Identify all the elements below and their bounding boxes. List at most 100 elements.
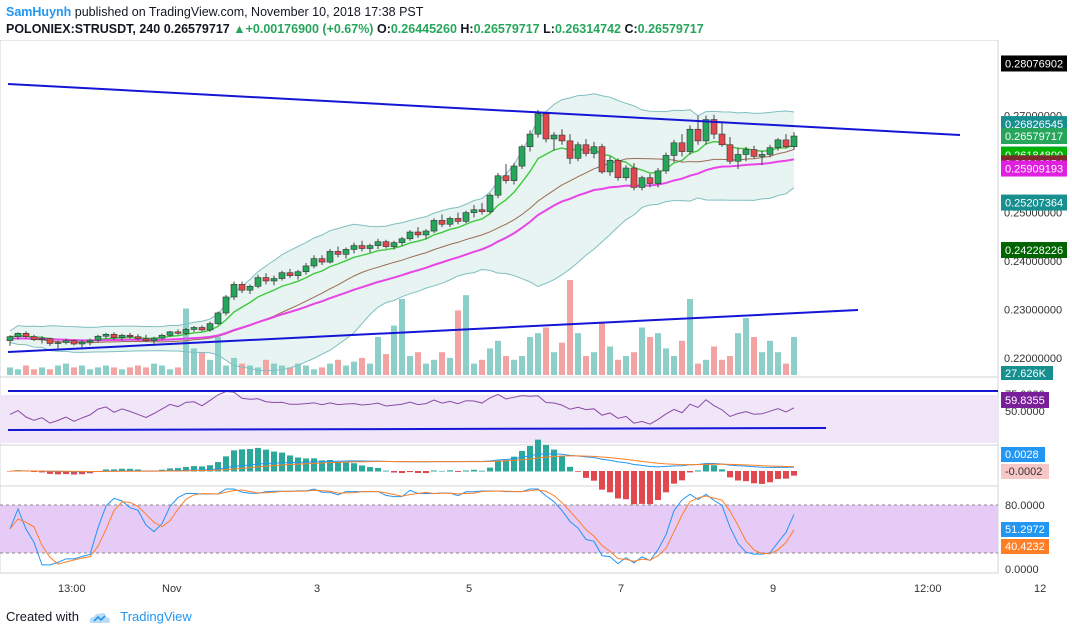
- volume-bar: [759, 352, 765, 375]
- volume-bar: [191, 348, 197, 375]
- macd-histogram-bar: [519, 450, 525, 472]
- candle-body: [30, 336, 38, 340]
- macd-histogram-bar: [623, 471, 629, 500]
- candle-body: [230, 284, 238, 298]
- chart-canvas[interactable]: 0.280769020.270000000.260000000.25000000…: [0, 40, 1072, 605]
- macd-histogram-bar: [375, 467, 381, 472]
- volume-bar: [375, 337, 381, 375]
- macd-histogram-bar: [455, 471, 461, 472]
- candle-body: [414, 231, 422, 236]
- macd-histogram-bar: [695, 470, 701, 472]
- volume-bar: [607, 346, 613, 375]
- price-tick-label: 0.22000000: [1004, 353, 1062, 365]
- rsi-marker: [1001, 392, 1049, 408]
- macd-histogram-bar: [511, 456, 517, 472]
- macd-histogram-bar: [671, 471, 677, 484]
- candle-body: [422, 230, 430, 236]
- macd-histogram-bar: [767, 471, 773, 483]
- quote-line: POLONIEX:STRUSDT, 240 0.26579717 ▲+0.001…: [6, 21, 704, 38]
- macd-histogram-bar: [255, 447, 261, 472]
- volume-bar: [55, 365, 61, 375]
- macd-histogram-bar: [583, 471, 589, 478]
- volume-bar: [623, 356, 629, 375]
- volume-bar: [679, 340, 685, 375]
- candle-body: [590, 146, 598, 154]
- volume-bar: [559, 342, 565, 375]
- candle-body: [670, 142, 678, 156]
- volume-bar: [487, 348, 493, 375]
- candle-body: [654, 170, 662, 184]
- candle-body: [510, 165, 518, 181]
- volume-bar: [567, 280, 573, 375]
- candles: [6, 109, 798, 349]
- candle-body: [486, 194, 494, 212]
- volume-bar: [431, 359, 437, 375]
- macd-histogram-bar: [415, 471, 421, 473]
- price-marker-label: 0.28076902: [1005, 58, 1063, 70]
- volume-bar: [223, 365, 229, 375]
- publish-header: SamHuynh published on TradingView.com, N…: [6, 4, 423, 21]
- bollinger-lower-line: [9, 187, 795, 372]
- macd-signal-marker-label: -0.0002: [1005, 466, 1042, 478]
- macd-histogram-bar: [727, 471, 733, 478]
- candle-body: [358, 245, 366, 249]
- macd-histogram-bar: [447, 470, 453, 472]
- macd-histogram-bar: [79, 471, 85, 475]
- volume-bar: [303, 365, 309, 375]
- volume-bar: [711, 346, 717, 375]
- stoch-tick-label: 80.0000: [1005, 500, 1045, 512]
- macd-histogram-bar: [471, 469, 477, 472]
- high-label: H:: [460, 22, 474, 36]
- candle-body: [646, 177, 654, 184]
- macd-histogram-bar: [759, 471, 765, 484]
- macd-histogram-bar: [279, 452, 285, 472]
- stoch-k-marker: [1001, 522, 1049, 537]
- volume-bar: [735, 333, 741, 375]
- support-trendline: [7, 309, 859, 353]
- candle-body: [246, 285, 254, 291]
- volume-bar: [479, 359, 485, 375]
- time-tick-label: 3: [314, 583, 320, 595]
- volume-bar: [447, 357, 453, 375]
- candle-body: [310, 258, 318, 267]
- macd-histogram-bar: [599, 471, 605, 490]
- candle-body: [190, 327, 198, 330]
- macd-histogram-bar: [311, 458, 317, 472]
- macd-histogram-bar: [55, 471, 61, 475]
- macd-histogram-bar: [495, 461, 501, 472]
- candle-body: [662, 155, 670, 172]
- macd-histogram-bar: [71, 471, 77, 475]
- low-value: 0.26314742: [554, 22, 621, 36]
- volume-bar: [423, 363, 429, 375]
- volume-bar: [551, 352, 557, 375]
- macd-histogram-bar: [319, 460, 325, 472]
- volume-bar: [351, 361, 357, 375]
- macd-histogram-bar: [231, 450, 237, 472]
- candle-body: [318, 258, 326, 263]
- candle-body: [158, 334, 166, 339]
- volume-bar: [527, 337, 533, 375]
- candle-body: [598, 146, 606, 173]
- low-label: L:: [543, 22, 555, 36]
- volume-bar: [543, 327, 549, 375]
- time-tick-label: 12:00: [914, 583, 942, 595]
- volume-bar: [47, 369, 53, 375]
- macd-marker-label: 0.0028: [1005, 449, 1039, 461]
- price-marker: [1001, 55, 1067, 72]
- volume-bar: [175, 367, 181, 375]
- volume-bar: [615, 359, 621, 375]
- rsi-line: [9, 390, 795, 425]
- macd-histogram-bar: [535, 439, 541, 472]
- candle-body: [542, 113, 550, 140]
- macd-histogram-bar: [567, 466, 573, 472]
- author-link[interactable]: SamHuynh: [6, 5, 72, 19]
- volume-bar: [583, 356, 589, 375]
- tradingview-link[interactable]: TradingView: [120, 609, 192, 624]
- volume-bar: [455, 310, 461, 375]
- candle-body: [14, 333, 22, 338]
- candle-body: [302, 265, 310, 273]
- price-marker-label: 0.26579717: [1005, 131, 1063, 143]
- volume-bar: [287, 367, 293, 375]
- candle-body: [142, 338, 150, 341]
- macd-histogram-bar: [287, 455, 293, 472]
